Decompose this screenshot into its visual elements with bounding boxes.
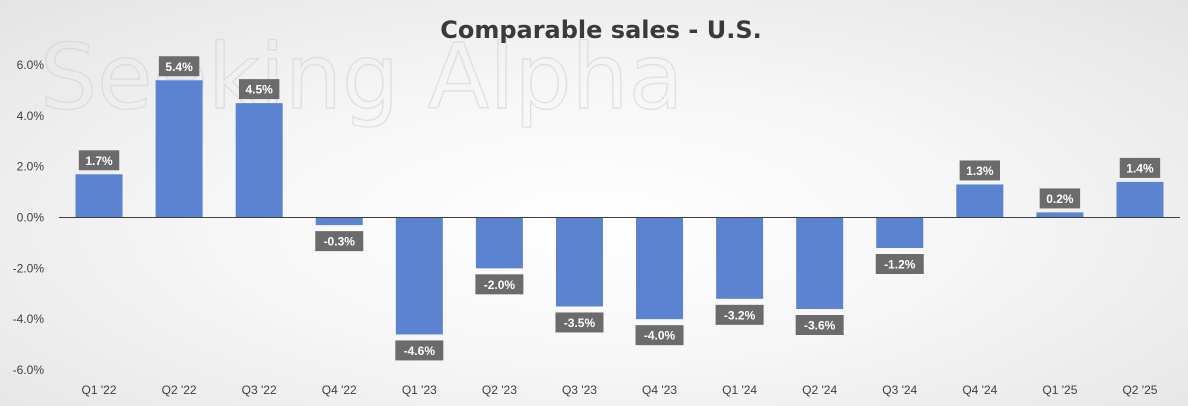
bars (75, 80, 1164, 335)
data-label-box (1119, 157, 1161, 178)
data-label-text: 4.5% (245, 83, 273, 97)
data-label-box (395, 340, 444, 361)
bar (475, 217, 523, 269)
x-tick-label: Q2 '23 (482, 383, 517, 397)
x-tick-label: Q1 '24 (722, 383, 757, 397)
bar (956, 184, 1004, 218)
y-tick-label: -4.0% (13, 312, 45, 326)
bar (1036, 212, 1084, 218)
bar (796, 217, 844, 309)
data-labels: 1.7% 5.4% 4.5% -0.3% -4.6% -2.0% -3.5% -4.0% -3.… (78, 56, 1161, 361)
y-tick-label: 0.0% (17, 211, 45, 225)
x-tick-label: Q1 '25 (1042, 383, 1077, 397)
data-label: 5.4% (158, 56, 200, 77)
data-label-text: 0.2% (1046, 192, 1074, 206)
x-tick-label: Q3 '22 (242, 383, 277, 397)
x-tick-label: Q4 '22 (322, 383, 357, 397)
bar (716, 217, 764, 299)
data-label-text: 5.4% (165, 60, 193, 74)
data-label-text: -1.2% (884, 258, 916, 272)
data-label-box (635, 325, 684, 346)
data-label-box (158, 56, 200, 77)
x-tick-label: Q2 '25 (1122, 383, 1157, 397)
data-label: 0.2% (1039, 188, 1081, 209)
x-tick-label: Q3 '24 (882, 383, 917, 397)
data-label-text: 1.3% (966, 164, 994, 178)
x-tick-label: Q1 '22 (82, 383, 117, 397)
x-tick-label: Q2 '22 (162, 383, 197, 397)
chart-title: Comparable sales - U.S. (440, 16, 762, 44)
data-label: 1.3% (959, 160, 1001, 181)
bar (395, 217, 443, 335)
data-label: -1.2% (875, 254, 924, 274)
data-label-box (555, 312, 604, 333)
x-tick-label: Q3 '23 (562, 383, 597, 397)
data-label-box (1039, 188, 1081, 209)
y-tick-label: 6.0% (17, 58, 45, 72)
data-label-text: -3.6% (804, 319, 836, 333)
bar (555, 217, 603, 307)
data-label-text: 1.4% (1126, 161, 1154, 175)
data-label-box (959, 160, 1001, 181)
bar (876, 217, 924, 248)
data-label: -4.0% (635, 325, 684, 346)
x-tick-label: Q2 '24 (802, 383, 837, 397)
bar (155, 80, 203, 218)
bar (75, 174, 123, 218)
x-tick-label: Q1 '23 (402, 383, 437, 397)
watermark: Seeking Alpha (40, 25, 684, 130)
y-tick-label: -6.0% (13, 363, 45, 377)
data-label-box (475, 274, 524, 295)
data-label: -3.2% (715, 304, 764, 325)
bar (1116, 181, 1164, 218)
bar (636, 217, 684, 320)
x-axis: Q1 '22 Q2 '22 Q3 '22 Q4 '22 Q1 '23 Q2 '23 Q3 '… (82, 383, 1158, 397)
data-label: -4.6% (395, 340, 444, 361)
data-label: 4.5% (238, 79, 280, 100)
data-label-text: -3.2% (724, 308, 756, 322)
data-label: -3.5% (555, 312, 604, 333)
data-label-text: -0.3% (324, 235, 356, 249)
data-label: -0.3% (315, 231, 364, 252)
data-label: -2.0% (475, 274, 524, 295)
bar (315, 217, 363, 226)
data-label-box (315, 231, 364, 252)
data-label: -3.6% (795, 315, 844, 335)
data-label-text: -3.5% (564, 316, 596, 330)
data-label: 1.7% (78, 150, 120, 171)
data-label-box (238, 79, 280, 100)
data-label-text: 1.7% (85, 154, 113, 168)
bar (235, 103, 283, 218)
data-label-box (715, 304, 764, 325)
data-label-text: -2.0% (484, 278, 516, 292)
y-tick-label: 2.0% (17, 160, 45, 174)
data-label-text: -4.6% (404, 344, 436, 358)
data-label-text: -4.0% (644, 329, 676, 343)
data-label-box (78, 150, 120, 171)
x-tick-label: Q4 '24 (962, 383, 997, 397)
y-tick-label: -2.0% (13, 261, 45, 275)
y-axis: 6.0% 4.0% 2.0% 0.0% -2.0% -4.0% -6.0% (13, 58, 45, 377)
data-label: 1.4% (1119, 157, 1161, 178)
x-tick-label: Q4 '23 (642, 383, 677, 397)
data-label-box (875, 254, 924, 274)
y-tick-label: 4.0% (17, 109, 45, 123)
data-label-box (795, 315, 844, 335)
